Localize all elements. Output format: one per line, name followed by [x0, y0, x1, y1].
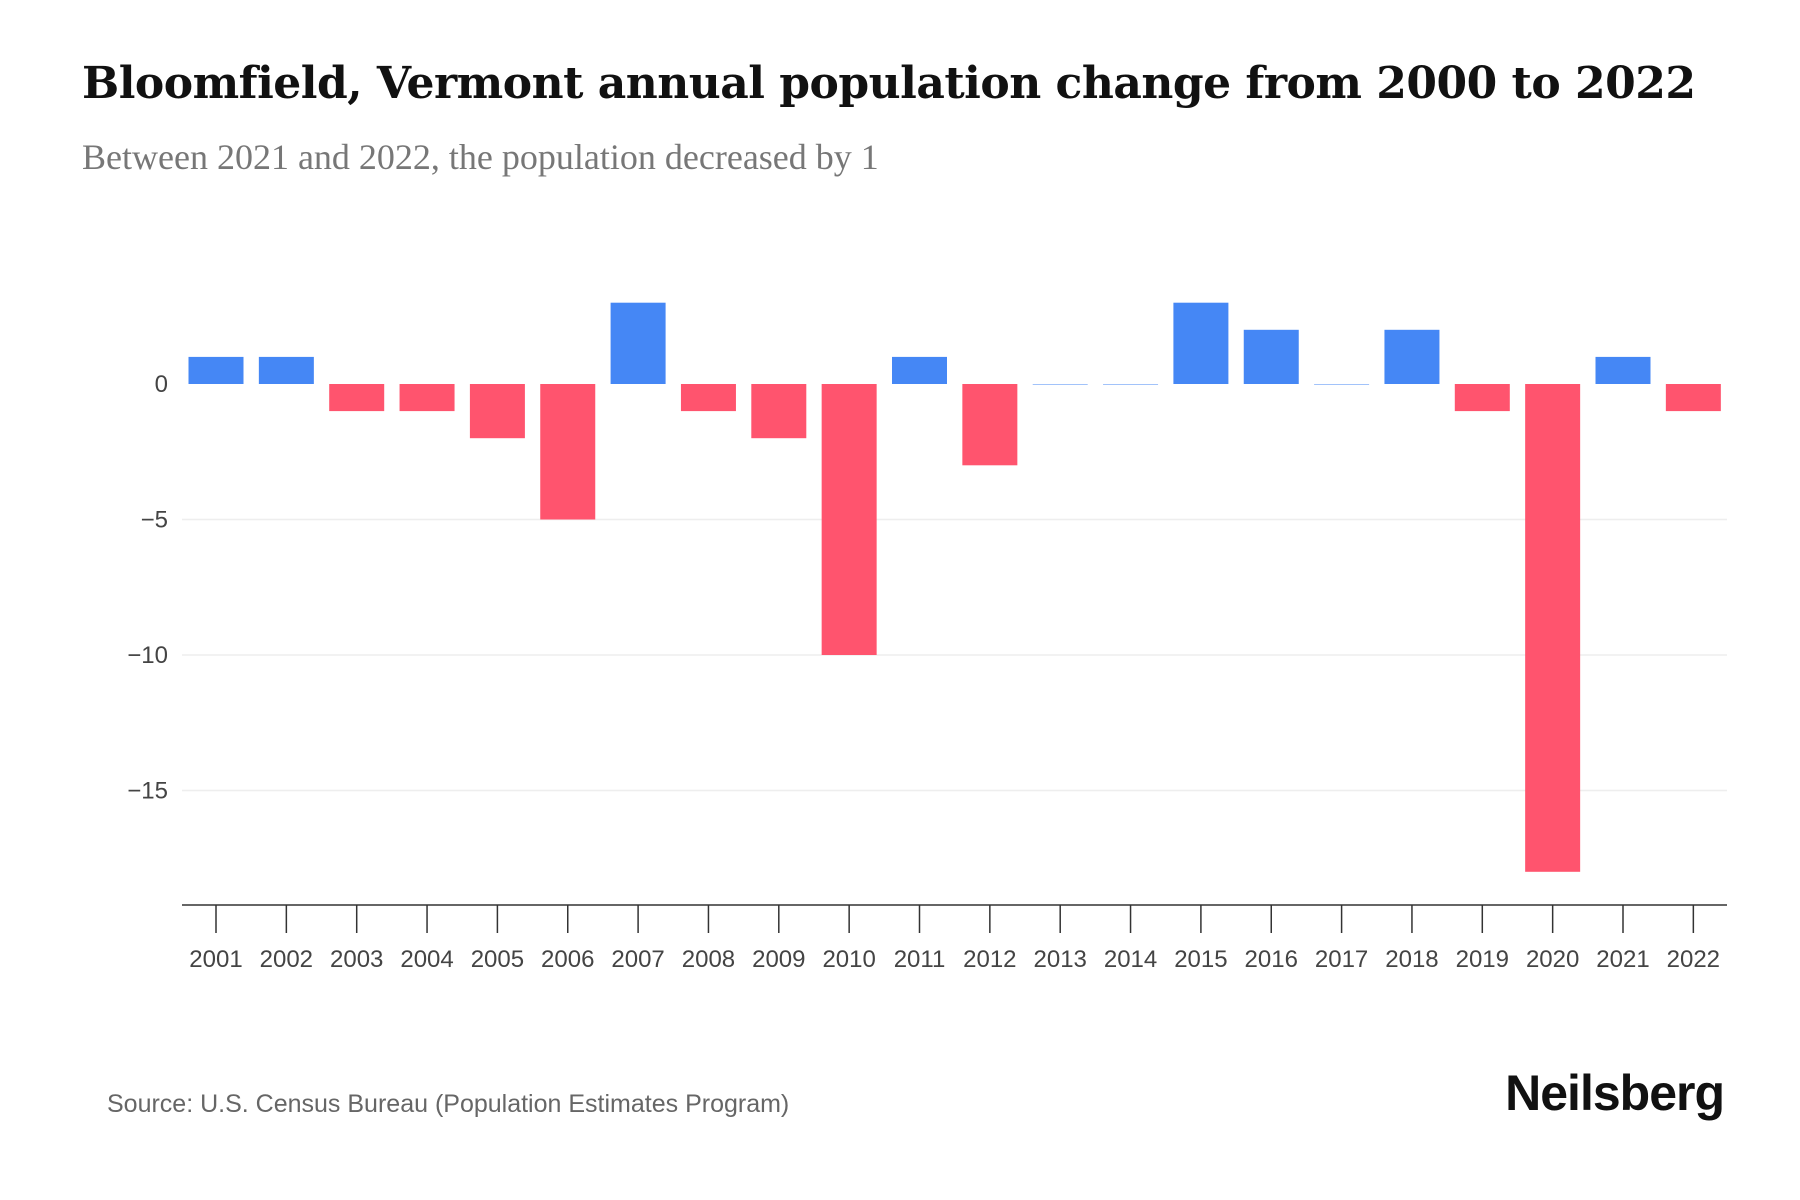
bar-chart: 0 −5 −10 −15 2001 2002 2003 2004 2005 2006 2007 200…: [127, 302, 1727, 973]
x-tick-label: 2022: [1667, 946, 1720, 973]
bar-2016: [1243, 329, 1299, 384]
x-tick-label: 2007: [611, 946, 664, 973]
x-tick-label: 2010: [822, 946, 875, 973]
bar-2020: [1525, 384, 1581, 872]
x-tick-label: 2019: [1456, 946, 1509, 973]
y-tick-label: −15: [127, 778, 168, 805]
x-tick-label: 2003: [330, 946, 383, 973]
bar-2003: [329, 384, 385, 412]
bar-2002: [258, 356, 314, 384]
bar-2015: [1173, 302, 1229, 384]
x-tick-label: 2017: [1315, 946, 1368, 973]
bar-2017: [1314, 384, 1370, 385]
bar-2009: [751, 384, 807, 439]
x-tick-label: 2013: [1034, 946, 1087, 973]
x-tick-label: 2001: [189, 946, 242, 973]
x-tick-label: 2006: [541, 946, 594, 973]
bar-2021: [1595, 356, 1651, 384]
bar-2011: [892, 356, 947, 384]
x-tick-label: 2009: [752, 946, 805, 973]
y-tick-label: −10: [127, 642, 168, 669]
x-tick-label: 2015: [1174, 946, 1227, 973]
x-tick-label: 2016: [1245, 946, 1298, 973]
bar-2012: [962, 384, 1018, 466]
bar-2008: [680, 384, 736, 412]
source-note: Source: U.S. Census Bureau (Population E…: [107, 1090, 790, 1118]
x-tick-label: 2020: [1526, 946, 1579, 973]
bar-2005: [469, 384, 525, 439]
y-tick-label: 0: [155, 371, 168, 398]
bar-2004: [399, 384, 455, 412]
x-tick-label: 2018: [1385, 946, 1438, 973]
x-tick-label: 2005: [471, 946, 524, 973]
x-tick-label: 2011: [894, 946, 946, 973]
bar-2019: [1454, 384, 1510, 412]
chart-title: Bloomfield, Vermont annual population ch…: [82, 58, 1696, 109]
bar-2007: [610, 302, 666, 384]
x-tick-label: 2008: [682, 946, 735, 973]
bar-2006: [540, 384, 596, 520]
bar-2022: [1665, 384, 1721, 412]
bar-2013: [1032, 384, 1088, 385]
bar-2014: [1103, 384, 1159, 385]
bar-2018: [1384, 329, 1440, 384]
bar-2010: [821, 384, 877, 655]
y-tick-label: −5: [141, 507, 168, 534]
x-tick-label: 2014: [1104, 946, 1157, 973]
x-tick-label: 2004: [400, 946, 453, 973]
x-tick-label: 2021: [1596, 946, 1649, 973]
bar-2001: [188, 356, 244, 384]
x-tick-label: 2002: [260, 946, 313, 973]
neilsberg-logo: Neilsberg: [1505, 1065, 1725, 1121]
chart-subtitle: Between 2021 and 2022, the population de…: [82, 137, 879, 177]
x-tick-label: 2012: [963, 946, 1016, 973]
